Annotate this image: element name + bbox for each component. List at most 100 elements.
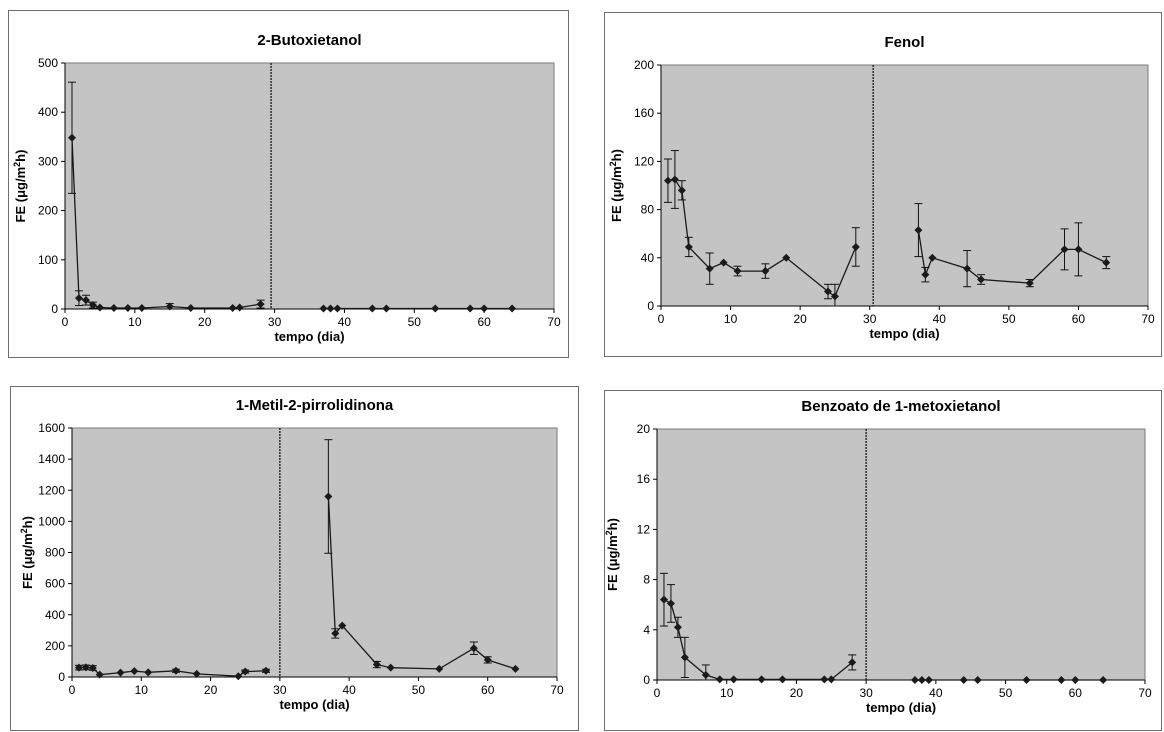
data-point bbox=[508, 304, 517, 313]
x-tick-label: 40 bbox=[933, 312, 947, 326]
y-tick-label: 0 bbox=[643, 673, 650, 687]
y-axis-label: FE (μg/m2h) bbox=[12, 150, 28, 223]
y-tick-label: 80 bbox=[641, 203, 655, 217]
data-point bbox=[431, 304, 440, 313]
x-tick-label: 40 bbox=[929, 686, 943, 700]
data-point bbox=[778, 675, 787, 684]
data-point bbox=[673, 623, 682, 632]
data-point bbox=[973, 676, 982, 684]
y-axis-label-main: FE (μg/m bbox=[609, 166, 624, 222]
data-point bbox=[331, 629, 340, 638]
data-point bbox=[256, 300, 265, 309]
data-point bbox=[670, 175, 679, 184]
y-tick-label: 12 bbox=[637, 522, 651, 536]
x-tick-label: 20 bbox=[204, 683, 218, 697]
x-tick-label: 70 bbox=[550, 683, 564, 697]
data-point bbox=[81, 663, 90, 672]
data-point bbox=[963, 264, 972, 273]
chart-title: Benzoato de 1-metoxietanol bbox=[801, 398, 1000, 415]
data-point bbox=[186, 304, 195, 313]
x-tick-label: 20 bbox=[790, 686, 804, 700]
x-axis-label: tempo (dia) bbox=[274, 329, 344, 344]
data-point bbox=[1099, 676, 1108, 684]
data-point bbox=[827, 675, 836, 684]
data-point bbox=[684, 242, 693, 251]
x-tick-label: 0 bbox=[658, 312, 665, 326]
data-point bbox=[109, 304, 118, 313]
x-tick-label: 30 bbox=[859, 686, 873, 700]
data-point bbox=[319, 304, 328, 313]
data-point bbox=[677, 186, 686, 195]
chart-title: 1-Metil-2-pirrolidinona bbox=[236, 397, 394, 414]
data-point bbox=[386, 663, 395, 672]
y-tick-label: 400 bbox=[38, 105, 58, 119]
x-tick-label: 60 bbox=[481, 683, 495, 697]
y-axis-label-main: FE (μg/m bbox=[20, 533, 35, 589]
data-point bbox=[715, 675, 724, 684]
y-axis-label: FE (μg/m2h) bbox=[605, 518, 620, 591]
data-point bbox=[333, 304, 342, 313]
y-tick-label: 40 bbox=[641, 251, 655, 265]
chart-panel-fenol: Fenol 0 40 80 120 160 200 0 10 20 30 40 50 60 70 tempo … bbox=[604, 12, 1162, 357]
x-tick-label: 0 bbox=[62, 315, 69, 329]
plot-area bbox=[656, 428, 1146, 681]
y-tick-label: 0 bbox=[58, 670, 65, 684]
chart-title: Fenol bbox=[885, 34, 925, 51]
chart-panel-metil-pirrolidinona: 1-Metil-2-pirrolidinona 0 200 400 600 800 1000… bbox=[10, 386, 579, 731]
plot-area bbox=[64, 62, 555, 310]
y-axis-label-unit: h) bbox=[13, 150, 28, 162]
x-axis-label: tempo (dia) bbox=[869, 326, 939, 341]
y-tick-label: 200 bbox=[634, 58, 654, 72]
data-point bbox=[761, 267, 770, 276]
x-tick-label: 50 bbox=[412, 683, 426, 697]
data-point bbox=[262, 666, 270, 675]
y-axis-label-unit: h) bbox=[20, 516, 35, 528]
data-point bbox=[705, 264, 714, 273]
data-point bbox=[74, 663, 83, 672]
y-tick-label: 16 bbox=[637, 472, 651, 486]
data-point bbox=[719, 258, 728, 267]
data-point bbox=[382, 304, 391, 313]
y-tick-label: 1600 bbox=[38, 421, 65, 435]
x-axis-label: tempo (dia) bbox=[279, 697, 349, 712]
data-point bbox=[757, 675, 766, 684]
data-point bbox=[368, 304, 377, 313]
data-point bbox=[848, 658, 857, 667]
chart-svg: 1-Metil-2-pirrolidinona02004006008001000… bbox=[19, 397, 564, 712]
data-point bbox=[137, 304, 146, 313]
data-point bbox=[1102, 258, 1111, 267]
data-point bbox=[959, 676, 968, 684]
x-tick-label: 40 bbox=[338, 315, 352, 329]
data-point bbox=[1071, 676, 1080, 684]
data-point bbox=[659, 595, 668, 604]
y-tick-label: 8 bbox=[643, 573, 650, 587]
data-point bbox=[324, 492, 333, 501]
y-tick-label: 500 bbox=[38, 56, 58, 70]
x-tick-label: 50 bbox=[999, 686, 1013, 700]
x-tick-label: 70 bbox=[1141, 312, 1155, 326]
x-tick-label: 60 bbox=[1069, 686, 1083, 700]
y-axis-label: FE (μg/m2h) bbox=[608, 149, 624, 222]
data-point bbox=[165, 302, 174, 311]
y-axis-label-unit: h) bbox=[605, 518, 620, 530]
y-axis-label-superscript: 2 bbox=[608, 161, 618, 166]
data-point bbox=[372, 660, 381, 669]
data-point bbox=[338, 621, 347, 630]
data-point bbox=[823, 287, 832, 296]
data-point bbox=[851, 242, 860, 251]
data-point bbox=[977, 275, 986, 284]
data-point bbox=[74, 294, 83, 303]
x-tick-label: 40 bbox=[342, 683, 356, 697]
x-tick-label: 20 bbox=[198, 315, 212, 329]
data-point bbox=[95, 670, 104, 679]
y-tick-label: 120 bbox=[634, 154, 654, 168]
x-tick-label: 0 bbox=[69, 683, 76, 697]
y-tick-label: 1000 bbox=[38, 514, 65, 528]
y-tick-label: 100 bbox=[38, 253, 58, 267]
y-axis-label-superscript: 2 bbox=[19, 528, 29, 533]
chart-panel-butoxietanol: 2-Butoxietanol 0 100 200 300 400 500 0 10 20 30 40 5… bbox=[8, 10, 569, 358]
y-tick-label: 800 bbox=[45, 546, 65, 560]
y-axis-label: FE (μg/m2h) bbox=[19, 516, 35, 589]
data-point bbox=[1025, 279, 1034, 288]
data-point bbox=[241, 667, 250, 676]
